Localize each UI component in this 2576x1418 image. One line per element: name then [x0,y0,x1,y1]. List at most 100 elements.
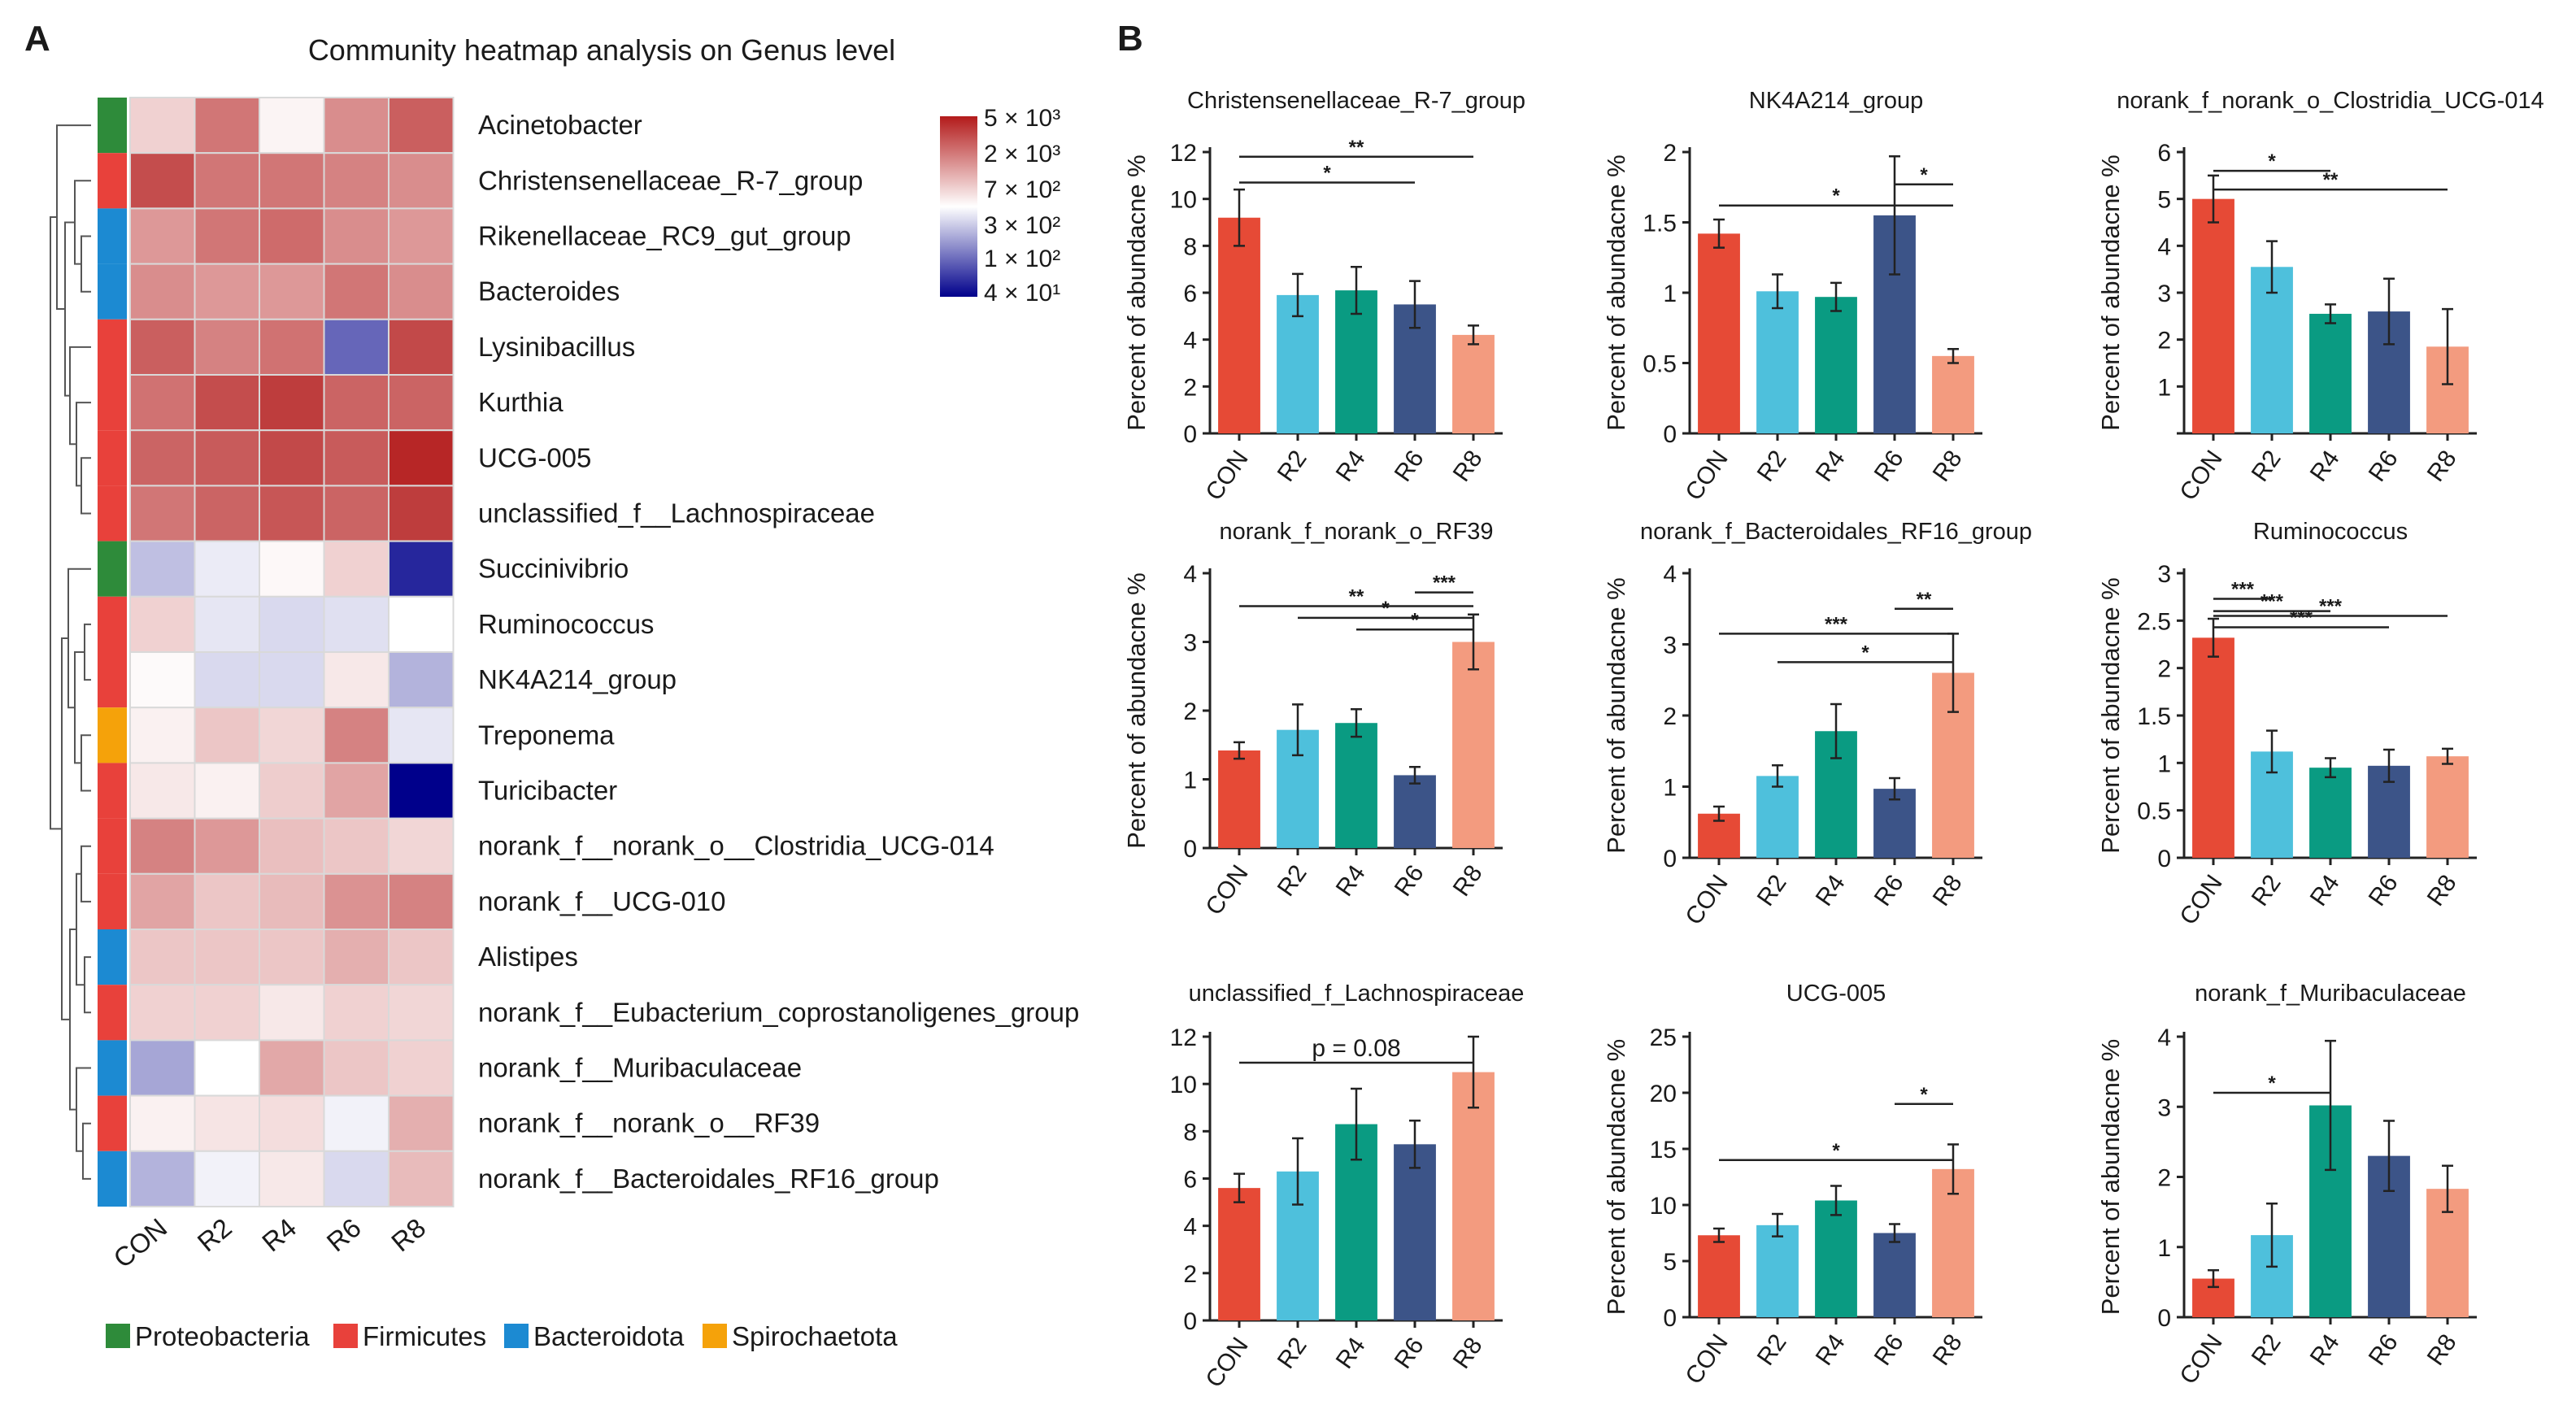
heatmap-col-label-r8: R8 [385,1212,431,1257]
heatmap-cell-norank-f-bacteroidales-rf16-group-r2 [194,1150,260,1208]
heatmap-cell-treponema-r6 [323,707,389,764]
error-bar-r4 [2325,1039,2336,1172]
significance-label: * [1920,164,1928,186]
phylum-annotation-strip [98,98,127,1207]
heatmap-row-labels: Acinetobacter Christensenellaceae_R-7_gro… [478,110,1079,1194]
heatmap-cell-norank-f-norank-o-clostridia-ucg-014-r6 [323,817,389,875]
heatmap-col-label-r4: R4 [256,1212,302,1257]
y-tick-label: 25 [1650,1024,1677,1051]
y-axis-label: Percent of abundacne % [1602,1039,1630,1316]
bar-chart-norank-f-bacteroidales-rf16-group: norank_f_Bacteroidales_RF16_group 0 1 2 3 4 Pe… [1602,519,2032,930]
phylum-cell-nk4a214-group [98,652,127,708]
x-tick-label-r4: R4 [1811,870,1851,911]
error-bar-con [1234,188,1245,247]
heatmap-cell-succinivibrio-r6 [323,540,389,598]
heatmap-cell-norank-f-eubacterium-coprostanoligenes-group-r2 [194,984,260,1042]
heatmap-cell-norank-f-muribaculaceae-r6 [323,1039,389,1097]
significance-label: *** [2231,579,2255,601]
heatmap-cell-christensenellaceae-r-7-group-r8 [388,152,455,210]
bar-r4 [1335,723,1377,848]
heatmap-cell-norank-f-ucg-010-r2 [194,872,260,931]
error-bar-r8 [1468,613,1479,671]
heatmap-cell-treponema-con [129,707,196,764]
heatmap-row-label-ruminococcus: Ruminococcus [478,609,654,639]
y-tick-label: 4 [2157,1024,2171,1051]
error-bar-r6 [1889,1223,1900,1243]
heatmap-cell-christensenellaceae-r-7-group-con [129,152,196,210]
heatmap-cell-norank-f-norank-o-rf39-r6 [323,1094,389,1152]
heatmap-cell-ruminococcus-con [129,595,196,653]
dendrogram-branch [84,956,91,1014]
heatmap-cell-nk4a214-group-r8 [388,651,455,709]
heatmap-cell-lysinibacillus-con [129,318,196,376]
heatmap-row-label-lysinibacillus: Lysinibacillus [478,332,635,362]
x-tick-label-r2: R2 [1752,1329,1792,1370]
bar-con [2192,198,2234,433]
y-tick-label: 3 [1183,630,1197,657]
heatmap-cell-nk4a214-group-r4 [259,651,325,709]
y-tick-label: 0 [1183,836,1197,863]
heatmap-cell-norank-f-bacteroidales-rf16-group-r8 [388,1150,455,1208]
heatmap-row-label-kurthia: Kurthia [478,387,564,417]
x-tick-label-r8: R8 [1928,446,1968,486]
x-tick-label-r2: R2 [1752,446,1792,486]
x-tick-label-r8: R8 [2422,1329,2462,1370]
legend-swatch-proteobacteria [106,1324,130,1348]
bar-r2 [1756,776,1799,858]
heatmap-cell-succinivibrio-r4 [259,540,325,598]
bar-r8 [1932,355,1974,433]
heatmap-cell-ruminococcus-r8 [388,595,455,653]
bar-chart-nk4a214-group: NK4A214_group 0 0.5 1 1.5 2 Percent of abundac… [1602,88,1982,506]
heatmap-row-label-rikenellaceae-rc9-gut-group: Rikenellaceae_RC9_gut_group [478,221,851,251]
heatmap-cell-ruminococcus-r4 [259,595,325,653]
y-tick-label: 2 [1183,698,1197,725]
significance-label: ** [1349,586,1364,608]
y-axis-label: Percent of abundacne % [1602,154,1630,431]
heatmap-cell-turicibacter-r8 [388,762,455,820]
heatmap-cell-alistipes-r8 [388,929,455,986]
x-tick-label-r2: R2 [2247,1329,2287,1370]
y-tick-label: 12 [1170,1024,1197,1051]
error-bar-con [1234,741,1245,760]
heatmap-cell-acinetobacter-r8 [388,97,455,154]
phylum-cell-kurthia [98,375,127,431]
x-tick-label-con: CON [1200,1333,1253,1393]
x-tick-label-r6: R6 [1869,1329,1909,1370]
y-tick-label: 0 [1183,421,1197,448]
heatmap-cell-unclassified-f-lachnospiraceae-con [129,485,196,542]
dendrogram-branch [74,651,85,764]
heatmap-cell-norank-f-norank-o-rf39-r8 [388,1094,455,1152]
y-tick-label: 8 [1183,233,1197,260]
x-tick-label-r2: R2 [1273,446,1312,486]
heatmap-cell-kurthia-r6 [323,374,389,432]
heatmap-cell-unclassified-f-lachnospiraceae-r4 [259,485,325,542]
x-tick-label-r8: R8 [1448,860,1488,901]
significance-label: * [1920,1084,1928,1106]
bar-chart-title: norank_f_norank_o_Clostridia_UCG-014 [2117,88,2544,114]
heatmap-col-label-con: CON [107,1212,172,1273]
heatmap-cell-bacteroides-r2 [194,263,260,320]
scale-label-2: 2 × 10³ [984,141,1060,167]
phylum-cell-acinetobacter [98,98,127,154]
panel-label-a: A [24,19,50,59]
bar-chart-norank-f-muribaculaceae: norank_f_Muribaculaceae 0 1 2 3 4 Percent of a… [2096,981,2477,1390]
heatmap-row-label-unclassified-f-lachnospiraceae: unclassified_f__Lachnospiraceae [478,498,875,528]
heatmap-cell-ruminococcus-r6 [323,595,389,653]
error-bar-con [2208,174,2219,224]
bar-r2 [1756,1224,1799,1317]
dendrogram-branch [50,216,62,830]
y-tick-label: 1 [2157,1235,2171,1262]
x-tick-label-con: CON [2174,1329,2227,1390]
y-tick-label: 1 [2157,374,2171,401]
bar-chart-ruminococcus: Ruminococcus 0 0.5 1 1.5 2 2.5 3 Percent of abun… [2096,519,2477,930]
y-tick-label: 0 [1183,1308,1197,1335]
heatmap-cell-kurthia-con [129,374,196,432]
heatmap-cell-alistipes-r6 [323,929,389,986]
heatmap-cell-ucg-005-r4 [259,429,325,487]
significance-label: * [1323,162,1331,184]
bar-r8 [1452,1072,1495,1320]
heatmap-cell-acinetobacter-r2 [194,97,260,154]
x-tick-label-r8: R8 [2422,870,2462,911]
x-tick-label-r2: R2 [2247,446,2287,486]
scale-label-3: 7 × 10² [984,176,1060,203]
